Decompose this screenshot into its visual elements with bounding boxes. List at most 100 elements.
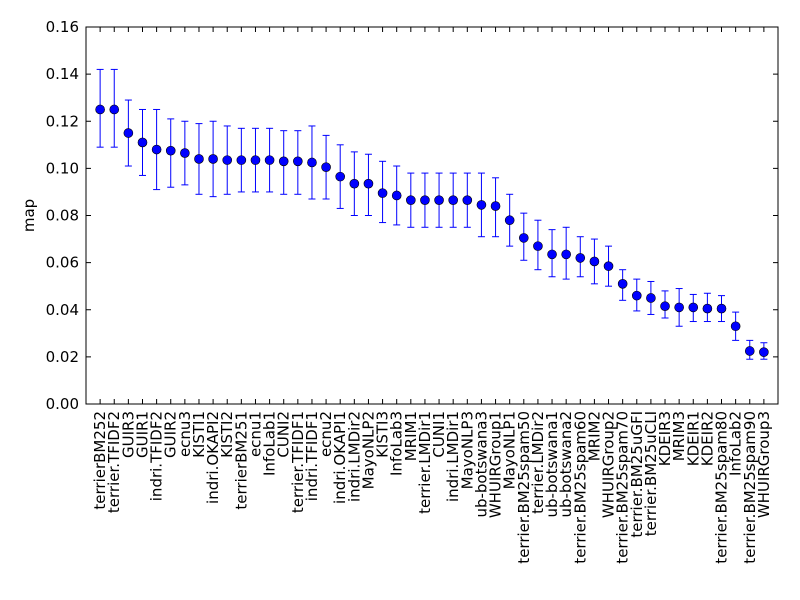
x-tick-label: KISTI3	[374, 411, 392, 458]
x-tick-label: InfoLab2	[727, 411, 745, 476]
x-tick-label: CUNI2	[275, 411, 293, 458]
x-tick-label: indri.OKAPI2	[204, 411, 222, 504]
errorbar-group	[96, 68, 768, 360]
data-point	[631, 290, 642, 301]
data-point	[293, 156, 303, 167]
x-tick-label: CUNI1	[430, 411, 448, 458]
data-point	[109, 104, 120, 115]
data-point	[674, 302, 684, 313]
data-point	[575, 253, 586, 263]
x-tick-label: terrier.BM25spam80	[713, 411, 731, 564]
data-point	[307, 157, 317, 168]
data-point	[646, 293, 656, 303]
data-point-group	[95, 104, 769, 357]
data-point	[222, 155, 233, 165]
data-point	[490, 201, 501, 211]
data-point	[759, 347, 769, 357]
y-tick-label: 0.04	[46, 301, 79, 319]
y-tick-label: 0.08	[46, 207, 79, 225]
x-tick-label: KISTI2	[218, 411, 236, 458]
y-axis-ticks: 0.00 0.02 0.04 0.06 0.08 0.10 0.12 0.14 0.16	[46, 18, 778, 413]
x-tick-label: terrier.BM25spam70	[614, 411, 632, 564]
x-tick-label: ub-botswana3	[472, 411, 490, 518]
data-point	[236, 155, 247, 165]
data-point	[208, 154, 218, 164]
data-point	[165, 145, 176, 156]
data-point	[603, 261, 614, 271]
data-point	[349, 178, 360, 189]
data-point	[123, 128, 134, 138]
x-tick-label: WHUIRGroup1	[487, 411, 505, 518]
x-tick-label: terrierBM252	[91, 411, 109, 510]
data-point	[462, 195, 473, 205]
x-tick-label: GUIR1	[133, 411, 151, 458]
x-tick-label: ub-botswana1	[543, 411, 561, 518]
y-tick-label: 0.16	[46, 18, 79, 36]
x-tick-label: MRIM2	[585, 411, 603, 461]
x-tick-label: ecnu2	[317, 411, 335, 457]
x-tick-label: MayoNLP2	[359, 411, 377, 489]
data-point	[335, 171, 346, 182]
data-point	[434, 195, 444, 205]
data-point	[476, 200, 487, 210]
data-point	[448, 195, 458, 205]
x-tick-label: WHUIRGroup2	[600, 411, 618, 518]
data-point	[137, 137, 148, 148]
x-tick-label: ecnu1	[246, 411, 264, 457]
data-point	[377, 188, 388, 198]
x-tick-label: terrier.BM25uGFI	[628, 411, 646, 538]
x-tick-label: MayoNLP3	[458, 411, 476, 489]
x-tick-label: KISTI1	[190, 411, 208, 458]
x-tick-label: terrierBM251	[232, 411, 250, 510]
data-point	[504, 215, 515, 226]
y-tick-label: 0.02	[46, 348, 79, 366]
x-tick-label: GUIR3	[119, 411, 137, 458]
data-point	[194, 154, 204, 164]
x-tick-label: indri.LMDir2	[345, 411, 363, 502]
y-axis-label: map	[20, 199, 38, 232]
data-point	[363, 178, 374, 189]
data-point	[264, 155, 275, 165]
x-tick-label: KDEIR3	[656, 411, 674, 466]
x-tick-label: terrier.BM25uCLI	[642, 411, 660, 536]
y-tick-label: 0.12	[46, 112, 79, 130]
x-tick-label: terrier.TFIDF2	[105, 411, 123, 513]
data-point	[406, 195, 416, 205]
y-tick-label: 0.14	[46, 65, 79, 83]
x-tick-label: KDEIR1	[684, 411, 702, 466]
data-point	[660, 301, 670, 312]
y-tick-label: 0.00	[46, 395, 79, 413]
x-tick-label: MRIM1	[402, 411, 420, 461]
data-point	[533, 241, 543, 251]
x-tick-label: MayoNLP1	[501, 411, 519, 489]
x-tick-label: InfoLab3	[388, 411, 406, 476]
data-point	[518, 233, 529, 243]
x-tick-label: indri.LMDir1	[444, 411, 462, 502]
x-tick-label: WHUIRGroup3	[755, 411, 773, 518]
data-point	[716, 303, 727, 314]
data-point	[420, 195, 430, 205]
x-tick-label: terrier.BM25spam50	[515, 411, 533, 564]
x-tick-label: terrier.LMDir2	[529, 411, 547, 514]
x-tick-label: indri.TFIDF1	[303, 411, 321, 501]
data-point	[688, 302, 699, 313]
x-tick-label: terrier.BM25spam90	[741, 411, 759, 564]
y-tick-label: 0.06	[46, 254, 79, 272]
x-tick-label: terrier.TFIDF1	[289, 411, 307, 513]
x-tick-label: terrier.LMDir1	[416, 411, 434, 514]
data-point	[95, 104, 105, 115]
data-point	[250, 155, 261, 165]
x-tick-label: ub-botswana2	[557, 411, 575, 518]
data-point	[391, 190, 402, 201]
x-tick-label: MRIM3	[670, 411, 688, 461]
x-tick-label: GUIR2	[162, 411, 180, 458]
y-tick-label: 0.10	[46, 159, 79, 177]
x-tick-label: InfoLab1	[261, 411, 279, 476]
data-point	[744, 346, 755, 356]
data-point	[321, 162, 331, 172]
data-point	[702, 303, 713, 314]
data-point	[547, 249, 557, 260]
data-point	[151, 144, 162, 155]
